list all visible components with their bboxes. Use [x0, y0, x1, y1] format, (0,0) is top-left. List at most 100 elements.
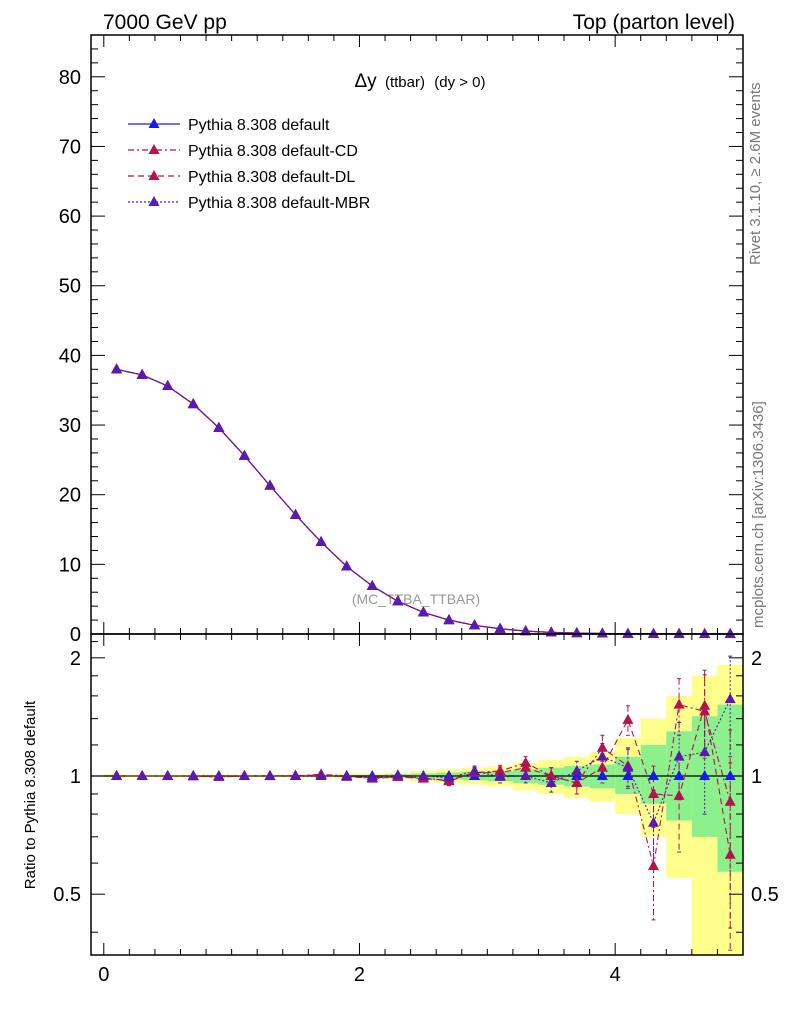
ratio-marker-mbr — [520, 770, 532, 781]
ratio-marker-default — [596, 770, 608, 781]
ratio-plot-frame — [90, 633, 744, 956]
ratio-marker-default — [622, 770, 634, 781]
ratio-y-tick-label: 2 — [70, 648, 81, 670]
main-y-tick-label: 30 — [59, 415, 81, 437]
ratio-y-tick-label-right: 0.5 — [751, 884, 779, 906]
main-y-tick-label: 40 — [59, 345, 81, 367]
ratio-marker-mbr — [213, 770, 225, 781]
legend: Pythia 8.308 default Pythia 8.308 default… — [128, 117, 370, 212]
main-marker-mbr — [315, 536, 327, 547]
rivet-version-label: Rivet 3.1.10, ≥ 2.6M events — [747, 83, 764, 266]
ratio-y-tick-label-right: 1 — [751, 766, 762, 788]
ratio-marker-mbr — [187, 770, 199, 781]
main-marker-mbr — [571, 627, 583, 638]
ratio-panel: 0.5 0.5 1 1 2 2 0 2 4 Ratio to Pythia 8.308 defa… — [22, 633, 779, 986]
header-right-label: Top (parton level) — [573, 11, 735, 34]
legend-label-cd: Pythia 8.308 default-CD — [188, 143, 358, 160]
plot-title: Δy (ttbar) (dy > 0) — [354, 71, 485, 92]
legend-marker-cd — [148, 144, 160, 154]
ratio-marker-dl — [596, 761, 608, 772]
ratio-marker-dl — [699, 699, 711, 710]
main-y-tick-label: 0 — [70, 624, 81, 646]
main-panel: 0 10 20 30 40 50 60 70 80 (MC_TTBA_TTBAR) Δy (tt… — [59, 34, 744, 646]
ratio-marker-dl — [545, 770, 557, 781]
ratio-marker-mbr — [238, 770, 250, 781]
ratio-marker-default — [673, 770, 685, 781]
main-marker-mbr — [213, 421, 225, 432]
x-tick-label: 0 — [98, 964, 109, 986]
ratio-marker-mbr — [315, 770, 327, 781]
ratio-marker-mbr — [162, 770, 174, 781]
ratio-marker-cd — [673, 698, 685, 709]
main-marker-mbr — [238, 449, 250, 460]
main-marker-mbr — [366, 579, 378, 590]
ratio-marker-mbr — [673, 750, 685, 761]
main-marker-mbr — [622, 627, 634, 638]
main-marker-mbr — [596, 627, 608, 638]
ratio-marker-dl — [571, 776, 583, 787]
ratio-y-tick-label: 1 — [70, 766, 81, 788]
ratio-marker-mbr — [443, 771, 455, 782]
ratio-marker-mbr — [366, 771, 378, 782]
main-marker-mbr — [136, 368, 148, 379]
ratio-marker-mbr — [622, 761, 634, 772]
main-watermark: (MC_TTBA_TTBAR) — [352, 591, 480, 607]
main-y-tick-label: 80 — [59, 67, 81, 89]
legend-marker-dl — [148, 170, 160, 180]
main-marker-mbr — [699, 627, 711, 638]
legend-marker-mbr — [148, 196, 160, 206]
main-marker-mbr — [648, 627, 660, 638]
ratio-marker-default — [571, 770, 583, 781]
ratio-marker-mbr — [341, 770, 353, 781]
plot-title-main: Δy — [354, 71, 377, 92]
main-marker-mbr — [264, 479, 276, 490]
main-y-tick-label: 70 — [59, 136, 81, 158]
ratio-series-group — [111, 655, 736, 951]
ratio-y-tick-label: 0.5 — [53, 884, 81, 906]
main-marker-mbr — [162, 380, 174, 391]
ratio-marker-dl — [673, 789, 685, 800]
main-marker-mbr — [494, 622, 506, 633]
ratio-marker-mbr — [417, 770, 429, 781]
ratio-marker-mbr — [648, 816, 660, 827]
ratio-marker-mbr — [571, 764, 583, 775]
main-marker-mbr — [443, 614, 455, 625]
ratio-marker-mbr — [290, 770, 302, 781]
ratio-marker-default — [648, 770, 660, 781]
ratio-marker-cd — [699, 705, 711, 716]
main-marker-mbr — [111, 363, 123, 374]
ratio-marker-cd — [648, 859, 660, 870]
main-marker-mbr — [290, 508, 302, 519]
ratio-marker-mbr — [392, 769, 404, 780]
ratio-marker-dl — [724, 848, 736, 859]
main-marker-mbr — [545, 626, 557, 637]
main-marker-mbr — [341, 560, 353, 571]
ratio-marker-mbr — [724, 693, 736, 704]
ratio-marker-mbr — [111, 770, 123, 781]
legend-label-default: Pythia 8.308 default — [188, 117, 330, 134]
plot-title-rest: (dy > 0) — [434, 74, 485, 91]
ratio-y-axis-label: Ratio to Pythia 8.308 default — [22, 700, 39, 889]
ratio-marker-cd — [724, 795, 736, 806]
ratio-marker-default — [699, 770, 711, 781]
main-marker-mbr — [673, 627, 685, 638]
ratio-marker-mbr — [264, 770, 276, 781]
main-y-tick-label: 20 — [59, 485, 81, 507]
ratio-marker-dl — [622, 713, 634, 724]
legend-label-mbr: Pythia 8.308 default-MBR — [188, 195, 370, 212]
x-tick-label: 2 — [354, 964, 365, 986]
legend-label-dl: Pythia 8.308 default-DL — [188, 169, 355, 186]
legend-marker-default — [148, 118, 160, 128]
main-marker-mbr — [520, 625, 532, 636]
ratio-marker-dl — [520, 761, 532, 772]
ratio-marker-default — [724, 770, 736, 781]
mcplots-label: mcplots.cern.ch [arXiv:1306.3436] — [750, 401, 767, 628]
main-y-tick-label: 60 — [59, 206, 81, 228]
x-tick-label: 4 — [610, 964, 621, 986]
ratio-marker-mbr — [494, 770, 506, 781]
ratio-marker-dl — [648, 787, 660, 798]
ratio-marker-cd — [596, 741, 608, 752]
main-marker-mbr — [724, 627, 736, 638]
main-y-ticks: 0 10 20 30 40 50 60 70 80 — [59, 35, 743, 646]
